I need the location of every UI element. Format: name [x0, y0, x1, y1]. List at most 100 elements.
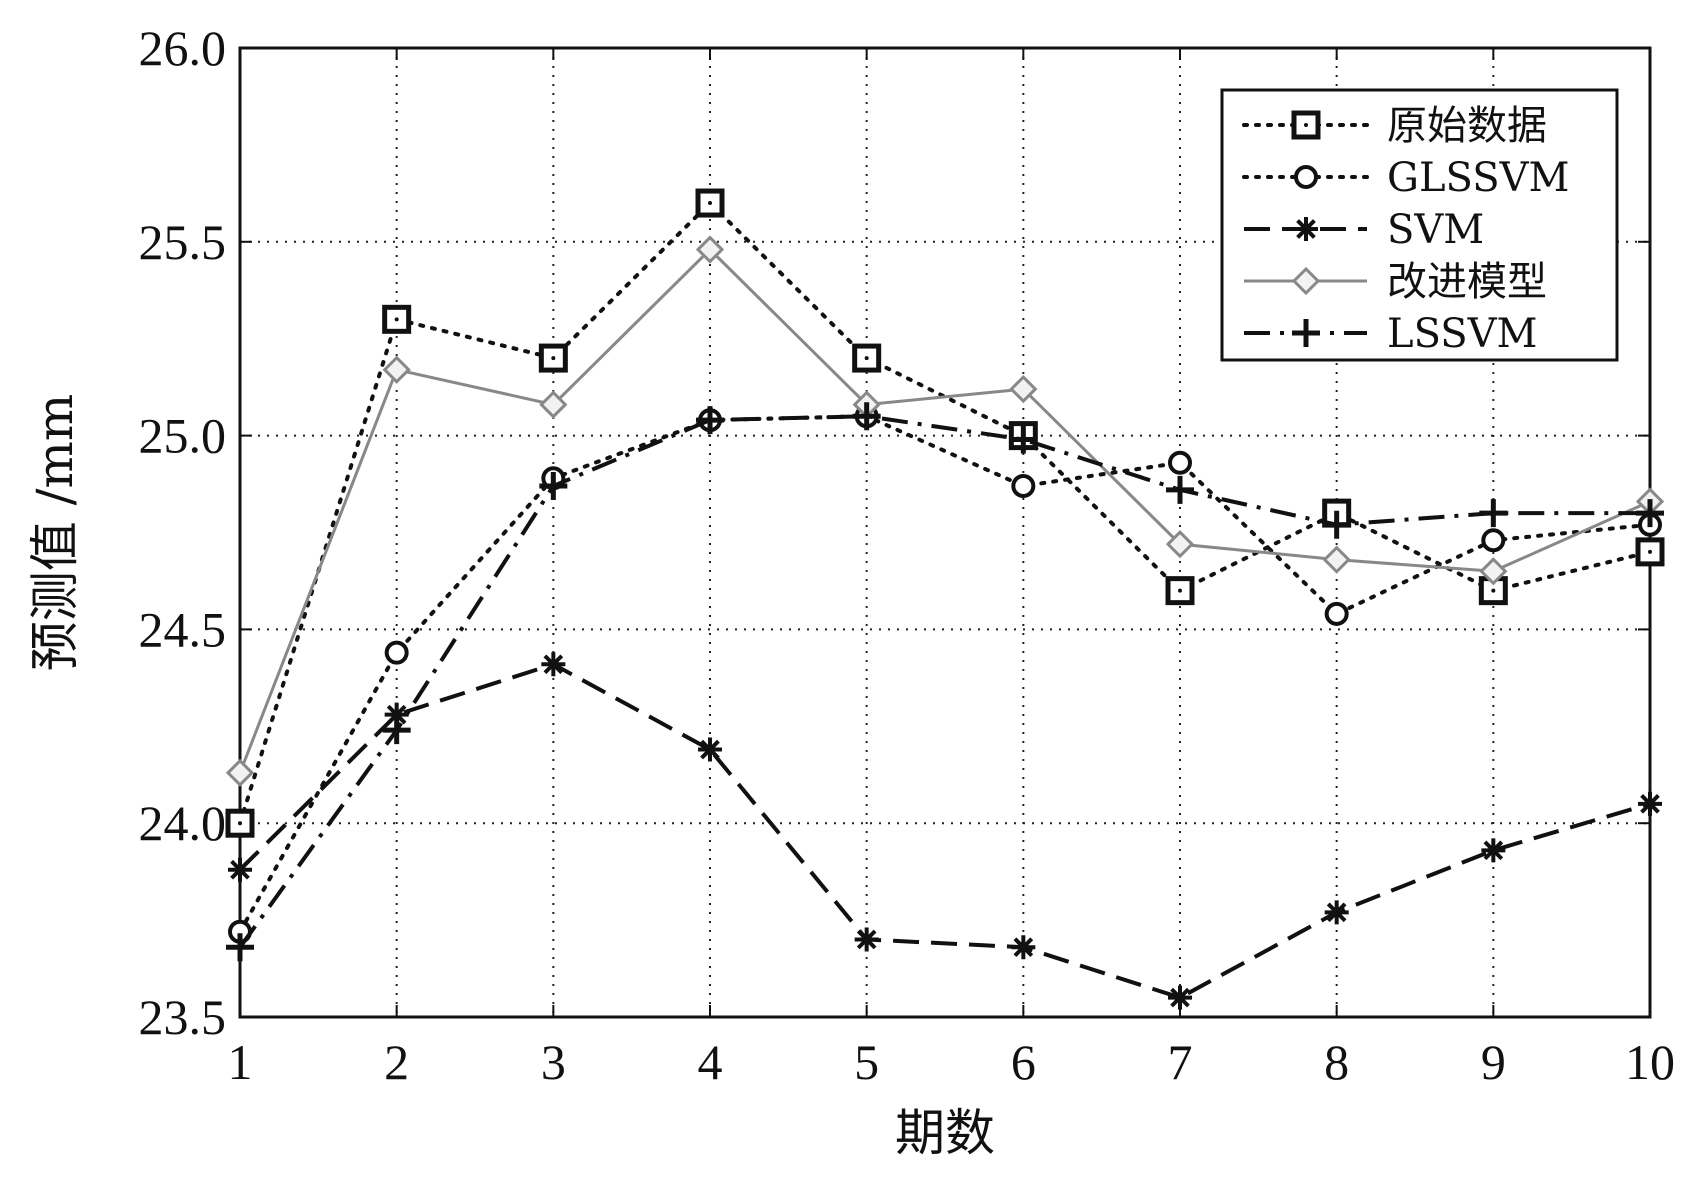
data-point [384, 640, 409, 665]
y-axis-ticks: 23.5 24.0 24.5 25.0 25.5 26.0 [139, 20, 1650, 1045]
circle-marker [1324, 601, 1349, 626]
star-marker [1638, 791, 1662, 816]
data-point [538, 343, 568, 373]
plus-marker [382, 716, 411, 745]
data-point [1168, 985, 1192, 1010]
data-point [1635, 537, 1665, 567]
series-line [238, 414, 1650, 949]
diamond-marker [695, 235, 725, 264]
data-point [539, 390, 568, 419]
square-marker-dot [1178, 588, 1182, 593]
series-line [238, 200, 1652, 826]
data-point [852, 402, 881, 431]
data-point [696, 406, 724, 435]
star-marker [541, 652, 566, 677]
circle-marker [1168, 450, 1192, 475]
series-3 [228, 652, 1662, 1010]
circle-marker [384, 640, 409, 665]
x-tick-label: 8 [1324, 1034, 1349, 1090]
data-point [1636, 499, 1664, 528]
plus-marker [539, 471, 568, 500]
data-point [1165, 576, 1195, 606]
data-point [382, 355, 411, 384]
plus-marker [1322, 510, 1351, 539]
data-point [1324, 900, 1349, 925]
diamond-marker [539, 390, 568, 419]
circle-marker [1481, 528, 1506, 553]
legend: 原始数据 GLSSVM SVM 改进模型 LSSVM [1220, 88, 1619, 362]
x-tick-label: 9 [1481, 1034, 1506, 1090]
x-tick-label: 7 [1168, 1034, 1193, 1090]
plus-marker [226, 933, 254, 962]
plus-marker [1009, 425, 1038, 454]
square-marker [538, 343, 568, 373]
data-point [1479, 499, 1508, 528]
x-tick-label: 6 [1011, 1034, 1036, 1090]
star-marker [1324, 900, 1349, 925]
x-tick-label: 2 [384, 1034, 409, 1090]
plus-marker [696, 406, 724, 435]
y-tick-label: 26.0 [139, 20, 227, 76]
series-5 [226, 402, 1664, 962]
data-point [541, 652, 566, 677]
square-marker-dot [864, 356, 869, 361]
data-point [228, 857, 252, 882]
data-point [1638, 791, 1662, 816]
y-tick-label: 25.0 [139, 408, 227, 464]
star-marker [228, 857, 252, 882]
diamond-marker [225, 758, 255, 787]
legend-label: 原始数据 [1387, 103, 1547, 149]
x-axis-ticks: 1 2 3 4 5 6 7 8 9 10 [228, 48, 1675, 1090]
plus-marker [1166, 475, 1194, 504]
square-marker-dot [394, 317, 399, 322]
y-axis-title: 预测值 /mm [26, 394, 84, 672]
square-marker-dot [1491, 588, 1496, 593]
series-4 [225, 235, 1665, 787]
square-marker-dot [1648, 549, 1652, 554]
data-point [226, 933, 254, 962]
square-marker [695, 188, 725, 218]
series-line [238, 414, 1652, 934]
data-point [1168, 450, 1192, 475]
data-point [854, 927, 879, 952]
star-marker [1011, 935, 1036, 960]
data-point [695, 235, 725, 264]
x-tick-label: 3 [541, 1034, 566, 1090]
data-point [1324, 601, 1349, 626]
square-marker [225, 808, 255, 838]
plus-marker [1292, 319, 1320, 347]
diamond-marker [1322, 545, 1351, 574]
star-marker [384, 702, 409, 727]
data-point [539, 471, 568, 500]
circle-marker [1011, 473, 1036, 498]
square-marker-dot [551, 356, 556, 361]
star-marker [854, 927, 879, 952]
series-1 [225, 188, 1665, 838]
data-point [1011, 473, 1036, 498]
square-marker [1165, 576, 1195, 606]
legend-label: SVM [1387, 207, 1484, 253]
data-point [382, 716, 411, 745]
data-point [1166, 475, 1194, 504]
square-marker-dot [1304, 123, 1308, 127]
x-tick-label: 5 [854, 1034, 879, 1090]
data-point [1481, 528, 1506, 553]
legend-item: GLSSVM [1242, 155, 1569, 201]
series-group [225, 188, 1665, 1010]
x-tick-label: 10 [1625, 1034, 1675, 1090]
legend-item: SVM [1244, 207, 1484, 253]
data-point [1009, 425, 1038, 454]
data-point [1165, 530, 1195, 559]
data-point [225, 758, 255, 787]
plus-marker [1479, 499, 1508, 528]
square-marker-dot [238, 821, 242, 826]
y-tick-label: 24.5 [139, 601, 227, 657]
plus-marker [1636, 499, 1664, 528]
star-marker [1294, 217, 1318, 241]
diamond-marker [1479, 557, 1508, 586]
x-tick-label: 4 [698, 1034, 723, 1090]
y-tick-label: 24.0 [139, 795, 227, 851]
star-marker [698, 737, 722, 762]
diamond-marker [1165, 530, 1195, 559]
